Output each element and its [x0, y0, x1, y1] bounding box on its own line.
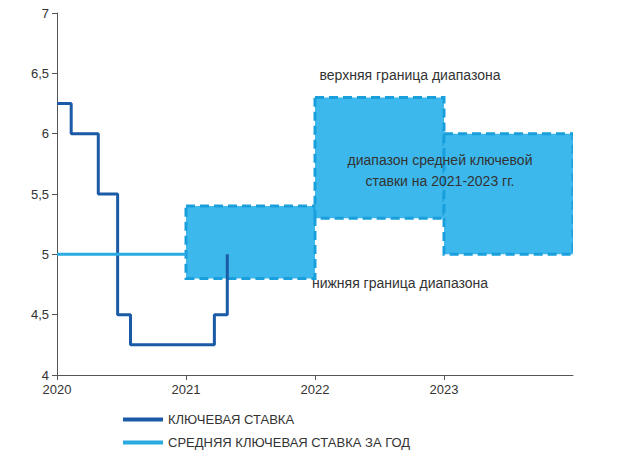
- svg-text:верхняя граница диапазона: верхняя граница диапазона: [320, 67, 501, 83]
- svg-text:5,5: 5,5: [31, 187, 49, 202]
- svg-text:СРЕДНЯЯ КЛЮЧЕВАЯ СТАВКА ЗА ГОД: СРЕДНЯЯ КЛЮЧЕВАЯ СТАВКА ЗА ГОД: [168, 435, 410, 450]
- svg-text:нижняя граница диапазона: нижняя граница диапазона: [312, 275, 488, 291]
- svg-text:4,5: 4,5: [31, 307, 49, 322]
- svg-text:диапазон средней ключевой: диапазон средней ключевой: [348, 152, 533, 168]
- svg-text:2023: 2023: [430, 382, 459, 397]
- svg-text:2021: 2021: [172, 382, 201, 397]
- svg-text:7: 7: [42, 6, 49, 21]
- svg-text:4: 4: [42, 368, 49, 383]
- svg-text:КЛЮЧЕВАЯ СТАВКА: КЛЮЧЕВАЯ СТАВКА: [168, 412, 294, 427]
- svg-text:ставки на 2021-2023 гг.: ставки на 2021-2023 гг.: [366, 173, 515, 189]
- svg-text:2022: 2022: [301, 382, 330, 397]
- svg-text:5: 5: [42, 247, 49, 262]
- svg-text:6,5: 6,5: [31, 66, 49, 81]
- svg-text:2020: 2020: [43, 382, 72, 397]
- svg-text:6: 6: [42, 126, 49, 141]
